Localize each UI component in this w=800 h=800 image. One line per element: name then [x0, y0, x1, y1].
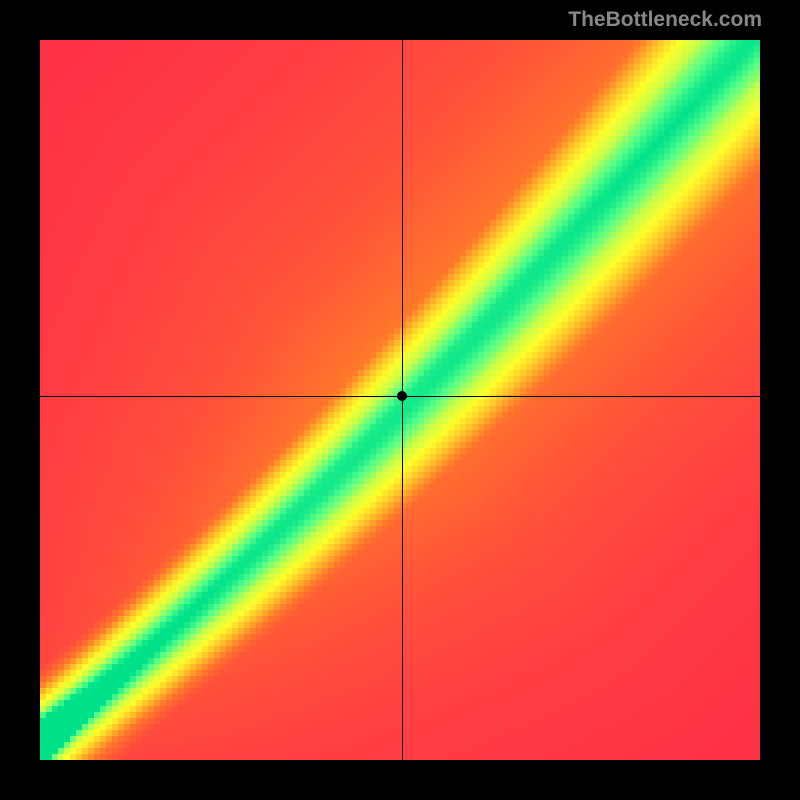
crosshair-marker — [397, 391, 407, 401]
chart-container: TheBottleneck.com — [0, 0, 800, 800]
watermark-text: TheBottleneck.com — [568, 8, 762, 32]
heatmap-plot — [40, 40, 760, 760]
